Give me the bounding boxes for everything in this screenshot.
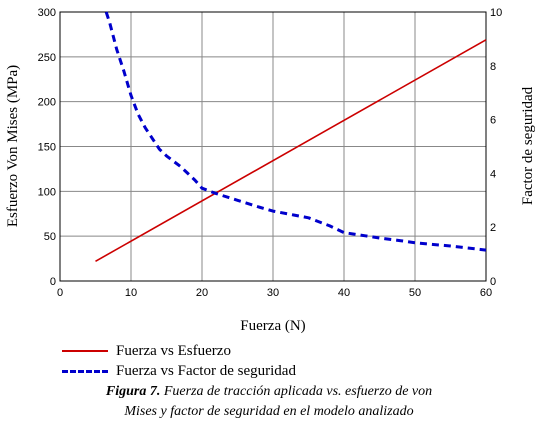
caption-text-1: Fuerza de tracción aplicada vs. esfuerzo… — [160, 384, 433, 399]
series-layer — [95, 11, 487, 262]
y-left-tick-label: 50 — [44, 231, 56, 243]
legend-item-factor: Fuerza vs Factor de seguridad — [62, 361, 296, 381]
caption-line-2: Mises y factor de seguridad en el modelo… — [124, 404, 414, 419]
y-left-tick-label: 150 — [38, 142, 56, 154]
y-left-axis-title: Esfuerzo Von Mises (MPa) — [5, 65, 21, 227]
series-line-esfuerzo — [95, 39, 487, 262]
y-right-tick-label: 0 — [490, 276, 496, 288]
legend-swatch-dashed — [62, 369, 108, 373]
x-tick-label: 20 — [196, 287, 208, 299]
x-tick-label: 0 — [57, 287, 63, 299]
y-left-tick-label: 200 — [38, 97, 56, 109]
grid — [60, 12, 486, 281]
legend-item-esfuerzo: Fuerza vs Esfuerzo — [62, 341, 296, 361]
y-left-tick-label: 100 — [38, 186, 56, 198]
figure-caption: Figura 7. Fuerza de tracción aplicada vs… — [0, 382, 538, 422]
y-left-tick-label: 0 — [50, 276, 56, 288]
y-right-tick-label: 4 — [490, 168, 496, 180]
x-tick-label: 40 — [338, 287, 350, 299]
y-left-tick-label: 250 — [38, 52, 56, 64]
x-tick-label: 30 — [267, 287, 279, 299]
x-tick-label: 50 — [409, 287, 421, 299]
y-right-axis-title: Factor de seguridad — [520, 86, 536, 205]
plot-frame — [59, 11, 487, 282]
series-line-factor-seguridad — [104, 11, 487, 252]
y-right-tick-label: 8 — [490, 61, 496, 73]
caption-figure-label: Figura 7. — [105, 384, 161, 399]
x-tick-label: 10 — [125, 287, 137, 299]
y-right-tick-label: 10 — [490, 7, 502, 19]
legend: Fuerza vs Esfuerzo Fuerza vs Factor de s… — [62, 341, 296, 381]
legend-label-esfuerzo: Fuerza vs Esfuerzo — [116, 342, 231, 359]
y-right-tick-label: 6 — [490, 115, 496, 127]
legend-label-factor: Fuerza vs Factor de seguridad — [116, 362, 296, 379]
y-right-tick-label: 2 — [490, 222, 496, 234]
y-left-tick-label: 300 — [38, 7, 56, 19]
legend-swatch-solid — [62, 350, 108, 352]
x-axis-title: Fuerza (N) — [240, 318, 305, 334]
caption-line-1: Figura 7. Fuerza de tracción aplicada vs… — [0, 382, 538, 402]
x-tick-label: 60 — [480, 287, 492, 299]
